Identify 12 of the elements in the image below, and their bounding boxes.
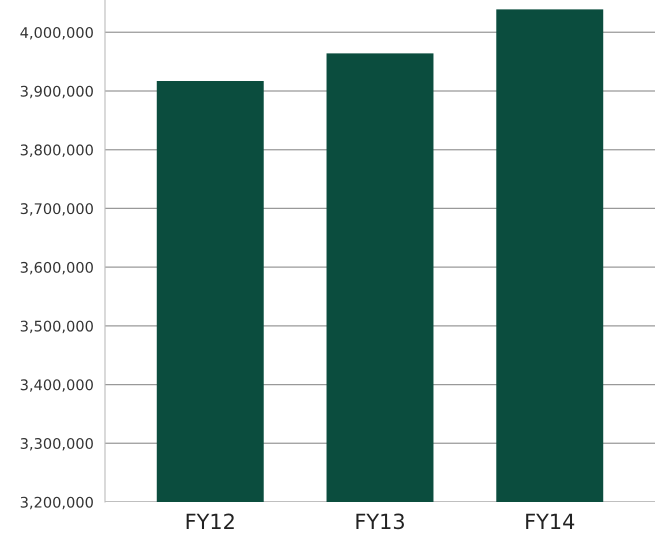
y-tick-label: 3,300,000 xyxy=(20,438,93,451)
y-tick-label: 3,800,000 xyxy=(20,144,93,157)
y-tick-label: 3,200,000 xyxy=(20,496,93,510)
y-tick-label: 3,500,000 xyxy=(20,320,93,334)
x-tick-label: FY12 xyxy=(186,513,234,529)
y-tick-label: 3,700,000 xyxy=(20,203,93,216)
y-tick-label: 3,900,000 xyxy=(20,86,93,98)
y-tick-label: 4,000,000 xyxy=(20,27,93,40)
x-tick-label: FY14 xyxy=(526,514,574,529)
y-tick-label: 3,400,000 xyxy=(20,379,93,392)
y-tick-label: 3,600,000 xyxy=(20,262,93,274)
x-tick-label: FY13 xyxy=(356,513,404,530)
